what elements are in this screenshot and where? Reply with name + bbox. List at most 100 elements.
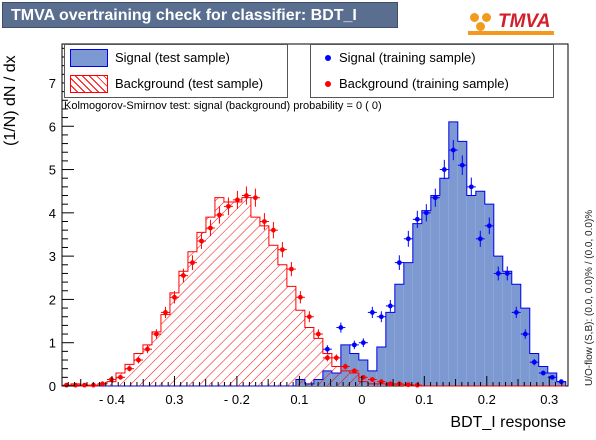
background-test-bin	[151, 331, 161, 386]
signal-test-bin	[439, 178, 449, 386]
background-training-point	[172, 294, 177, 300]
background-training-point	[378, 379, 384, 385]
legend-swatch-signal	[70, 49, 108, 67]
background-training-point	[199, 238, 204, 244]
background-training-point	[324, 355, 330, 361]
signal-training-point	[495, 271, 501, 276]
signal-test-bin	[538, 366, 548, 386]
background-test-bin	[358, 381, 368, 386]
tmva-logo: TMVA	[468, 7, 558, 41]
signal-training-point	[459, 162, 465, 168]
x-tick-label: 0.3	[165, 392, 183, 407]
x-tick-label: 0.3	[540, 392, 558, 407]
background-test-bin	[214, 197, 224, 386]
background-test-bin	[178, 271, 188, 386]
background-test-bin	[295, 310, 305, 386]
signal-test-bin	[502, 271, 512, 386]
background-test-bin	[250, 217, 260, 386]
background-training-point	[226, 203, 231, 209]
background-training-point	[181, 273, 186, 279]
background-test-bin	[268, 245, 278, 386]
signal-training-point	[387, 303, 393, 309]
background-training-point	[414, 382, 420, 388]
background-training-point	[253, 195, 258, 201]
signal-training-point	[450, 147, 456, 153]
overflow-info: U/O-flow (S,B): (0.0, 0.0)% / (0.0, 0.0)…	[584, 209, 595, 386]
background-test-bin	[142, 344, 152, 386]
background-training-point	[297, 294, 303, 300]
y-tick-label: 2	[49, 292, 56, 307]
background-training-point	[82, 382, 87, 388]
logo-dot-icon	[482, 13, 491, 22]
signal-training-point	[423, 210, 429, 216]
legend-swatch-background	[70, 75, 108, 93]
background-test-bin	[133, 353, 143, 386]
background-training-point	[244, 193, 249, 198]
signal-training-point	[396, 260, 402, 266]
background-training-point	[154, 331, 159, 337]
logo-dot-icon	[476, 22, 485, 31]
x-tick-label: 0.1	[415, 392, 433, 407]
background-training-point	[288, 266, 294, 272]
signal-test-bin	[403, 262, 413, 386]
signal-training-point	[522, 331, 528, 337]
background-training-point	[387, 381, 393, 387]
signal-training-point	[351, 342, 357, 348]
background-test-bin	[160, 314, 170, 386]
signal-training-point	[468, 184, 474, 190]
background-test-bin	[304, 327, 314, 386]
window-title: TMVA overtraining check for classifier: …	[11, 7, 357, 24]
legend-label-background-test: Background (test sample)	[115, 76, 264, 91]
signal-training-point	[414, 216, 420, 222]
signal-training-point	[477, 236, 483, 242]
background-training-point	[279, 247, 285, 253]
background-training-point	[405, 382, 411, 388]
legend-test: Signal (test sample) Background (test sa…	[64, 44, 288, 98]
legend-label-signal-training: Signal (training sample)	[339, 50, 476, 65]
y-tick-label: 0	[49, 379, 56, 394]
y-tick-label: 3	[49, 249, 56, 264]
signal-test-bin	[394, 284, 404, 386]
signal-test-bin	[421, 210, 431, 386]
background-test-bin	[349, 373, 359, 386]
signal-training-point	[324, 346, 330, 352]
background-test-bin	[241, 197, 251, 386]
background-test-bin	[313, 338, 323, 386]
legend-marker-signal	[325, 55, 331, 61]
signal-test-bin	[493, 256, 503, 386]
background-training-point	[145, 346, 150, 352]
background-training-point	[342, 364, 348, 369]
background-test-bin	[322, 353, 332, 386]
background-test-bin	[196, 232, 206, 386]
background-training-point	[351, 368, 357, 374]
x-axis-label: BDT_I response	[450, 414, 566, 431]
y-tick-label: 5	[49, 163, 56, 178]
signal-training-point	[540, 370, 546, 376]
logo-text: TMVA	[498, 11, 551, 32]
signal-test-bin	[412, 223, 422, 386]
background-test-bin	[205, 217, 215, 386]
background-test-bin	[223, 202, 233, 386]
background-training-point	[163, 310, 168, 315]
x-tick-label: - 0.4	[99, 392, 125, 407]
y-tick-label: 7	[49, 76, 56, 91]
signal-training-point	[504, 271, 510, 276]
y-tick-label: 1	[49, 336, 56, 351]
x-tick-label: - 0.2	[224, 392, 250, 407]
signal-test-bin	[385, 312, 395, 386]
x-tick-label: 0	[358, 392, 365, 407]
signal-test-bin	[529, 353, 539, 386]
title-bar: TMVA overtraining check for classifier: …	[2, 2, 398, 28]
signal-test-bin	[475, 191, 485, 386]
signal-training-point	[441, 167, 447, 172]
legend-marker-background	[325, 81, 331, 87]
signal-test-bin	[358, 360, 368, 386]
background-training-point	[217, 212, 222, 218]
background-training-point	[315, 331, 321, 337]
x-tick-label: 0.1	[290, 392, 308, 407]
legend-label-background-training: Background (training sample)	[339, 76, 509, 91]
background-training-point	[306, 314, 312, 320]
background-test-bin	[340, 370, 350, 386]
background-training-point	[73, 382, 78, 388]
